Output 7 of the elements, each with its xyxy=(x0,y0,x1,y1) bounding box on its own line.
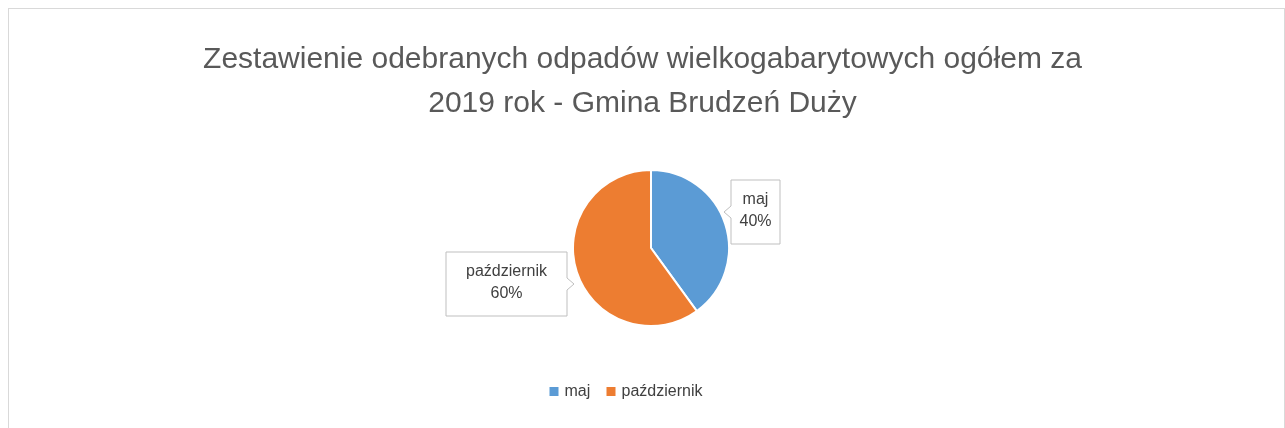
data-label: 40% xyxy=(739,212,772,229)
slice-label: październik xyxy=(466,262,548,279)
legend-label: październik xyxy=(621,382,704,399)
data-label: 60% xyxy=(490,284,523,301)
legend-label: maj xyxy=(564,382,591,399)
chart-title: Zestawienie odebranych odpadów wielkogabarytowych ogółem za 2019 rok - Gmina Brudzeń Duży xyxy=(203,41,1083,118)
slice-label: maj xyxy=(742,190,769,207)
